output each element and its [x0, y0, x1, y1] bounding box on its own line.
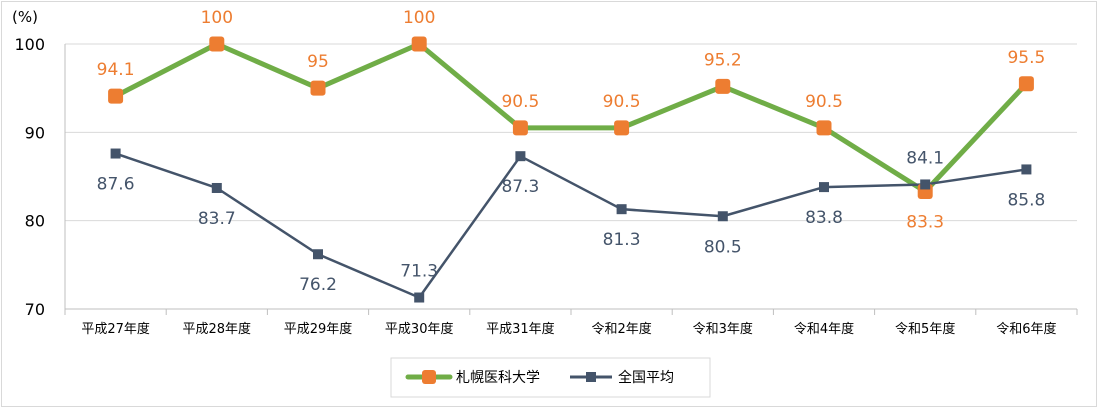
x-tick-label: 令和3年度: [693, 321, 753, 337]
data-label-sapporo: 95.2: [704, 50, 742, 70]
data-labels: 94.1 100 95 100 90.5 90.5 95.2 90.5 83.3 95.5 87.6…: [97, 8, 1046, 295]
series-line-sapporo: [114, 41, 1029, 195]
data-label-national: 83.7: [198, 209, 236, 229]
y-tick-label: 90: [25, 123, 45, 142]
data-point-sapporo: [310, 80, 326, 96]
data-label-national: 71.3: [400, 262, 438, 282]
data-label-sapporo: 90.5: [603, 92, 641, 112]
data-point-sapporo: [411, 36, 427, 52]
data-label-sapporo: 100: [201, 8, 233, 28]
legend-label-sapporo: 札幌医科大学: [456, 370, 540, 386]
data-label-sapporo: 90.5: [805, 92, 843, 112]
legend: 札幌医科大学 全国平均: [390, 357, 711, 398]
data-point-national: [920, 179, 931, 190]
legend-marker-sapporo: [422, 370, 436, 384]
y-tick-label: 100: [14, 35, 45, 54]
data-point-sapporo: [1018, 76, 1034, 92]
y-axis-unit-label: (%): [12, 8, 38, 26]
data-label-national: 84.1: [906, 148, 944, 168]
y-tick-label: 80: [25, 212, 45, 231]
x-tick-label: 令和6年度: [996, 321, 1056, 337]
data-point-national: [110, 148, 121, 159]
data-label-sapporo: 94.1: [97, 60, 135, 80]
data-point-sapporo: [512, 120, 528, 136]
x-tick-label: 令和2年度: [591, 321, 651, 337]
x-tick-label: 令和4年度: [794, 321, 854, 337]
x-tick-label: 平成28年度: [183, 321, 252, 337]
x-tick-label: 平成29年度: [284, 321, 353, 337]
axes: [64, 44, 1078, 315]
series-line-national: [115, 152, 1027, 299]
data-point-national: [1021, 164, 1032, 175]
x-tick-labels: 平成27年度 平成28年度 平成29年度 平成30年度 平成31年度 令和2年度 令和3年度…: [81, 321, 1056, 337]
data-point-national: [211, 182, 222, 193]
data-label-sapporo: 83.3: [906, 213, 944, 233]
data-label-national: 76.2: [299, 275, 337, 295]
data-point-sapporo: [108, 88, 124, 104]
y-tick-label: 70: [25, 300, 45, 319]
data-label-sapporo: 95: [307, 52, 329, 72]
series: [108, 36, 1034, 303]
data-label-sapporo: 100: [403, 8, 435, 28]
x-tick-label: 平成27年度: [81, 321, 150, 337]
data-point-national: [313, 249, 323, 260]
data-label-sapporo: 95.5: [1007, 48, 1045, 68]
gridlines: [65, 43, 1077, 222]
data-label-sapporo: 90.5: [501, 92, 539, 112]
data-label-national: 87.3: [501, 177, 539, 197]
data-point-sapporo: [209, 36, 225, 52]
data-label-national: 85.8: [1007, 190, 1045, 210]
y-tick-labels: 70 80 90 100: [14, 35, 45, 319]
data-label-national: 87.6: [97, 175, 135, 195]
x-tick-label: 平成30年度: [385, 321, 454, 337]
x-tick-label: 平成31年度: [486, 321, 555, 337]
data-point-sapporo: [715, 78, 731, 94]
data-label-national: 83.8: [805, 208, 843, 228]
data-point-national: [515, 151, 526, 162]
data-point-national: [414, 292, 425, 303]
data-point-sapporo: [614, 120, 630, 136]
legend-marker-national: [586, 372, 596, 382]
data-label-national: 81.3: [603, 230, 641, 250]
data-point-national: [616, 204, 627, 215]
x-tick-label: 令和5年度: [895, 321, 955, 337]
data-point-national: [717, 211, 728, 222]
data-point-sapporo: [816, 120, 832, 136]
legend-label-national: 全国平均: [618, 369, 674, 386]
data-point-national: [819, 182, 829, 193]
data-label-national: 80.5: [704, 237, 742, 257]
